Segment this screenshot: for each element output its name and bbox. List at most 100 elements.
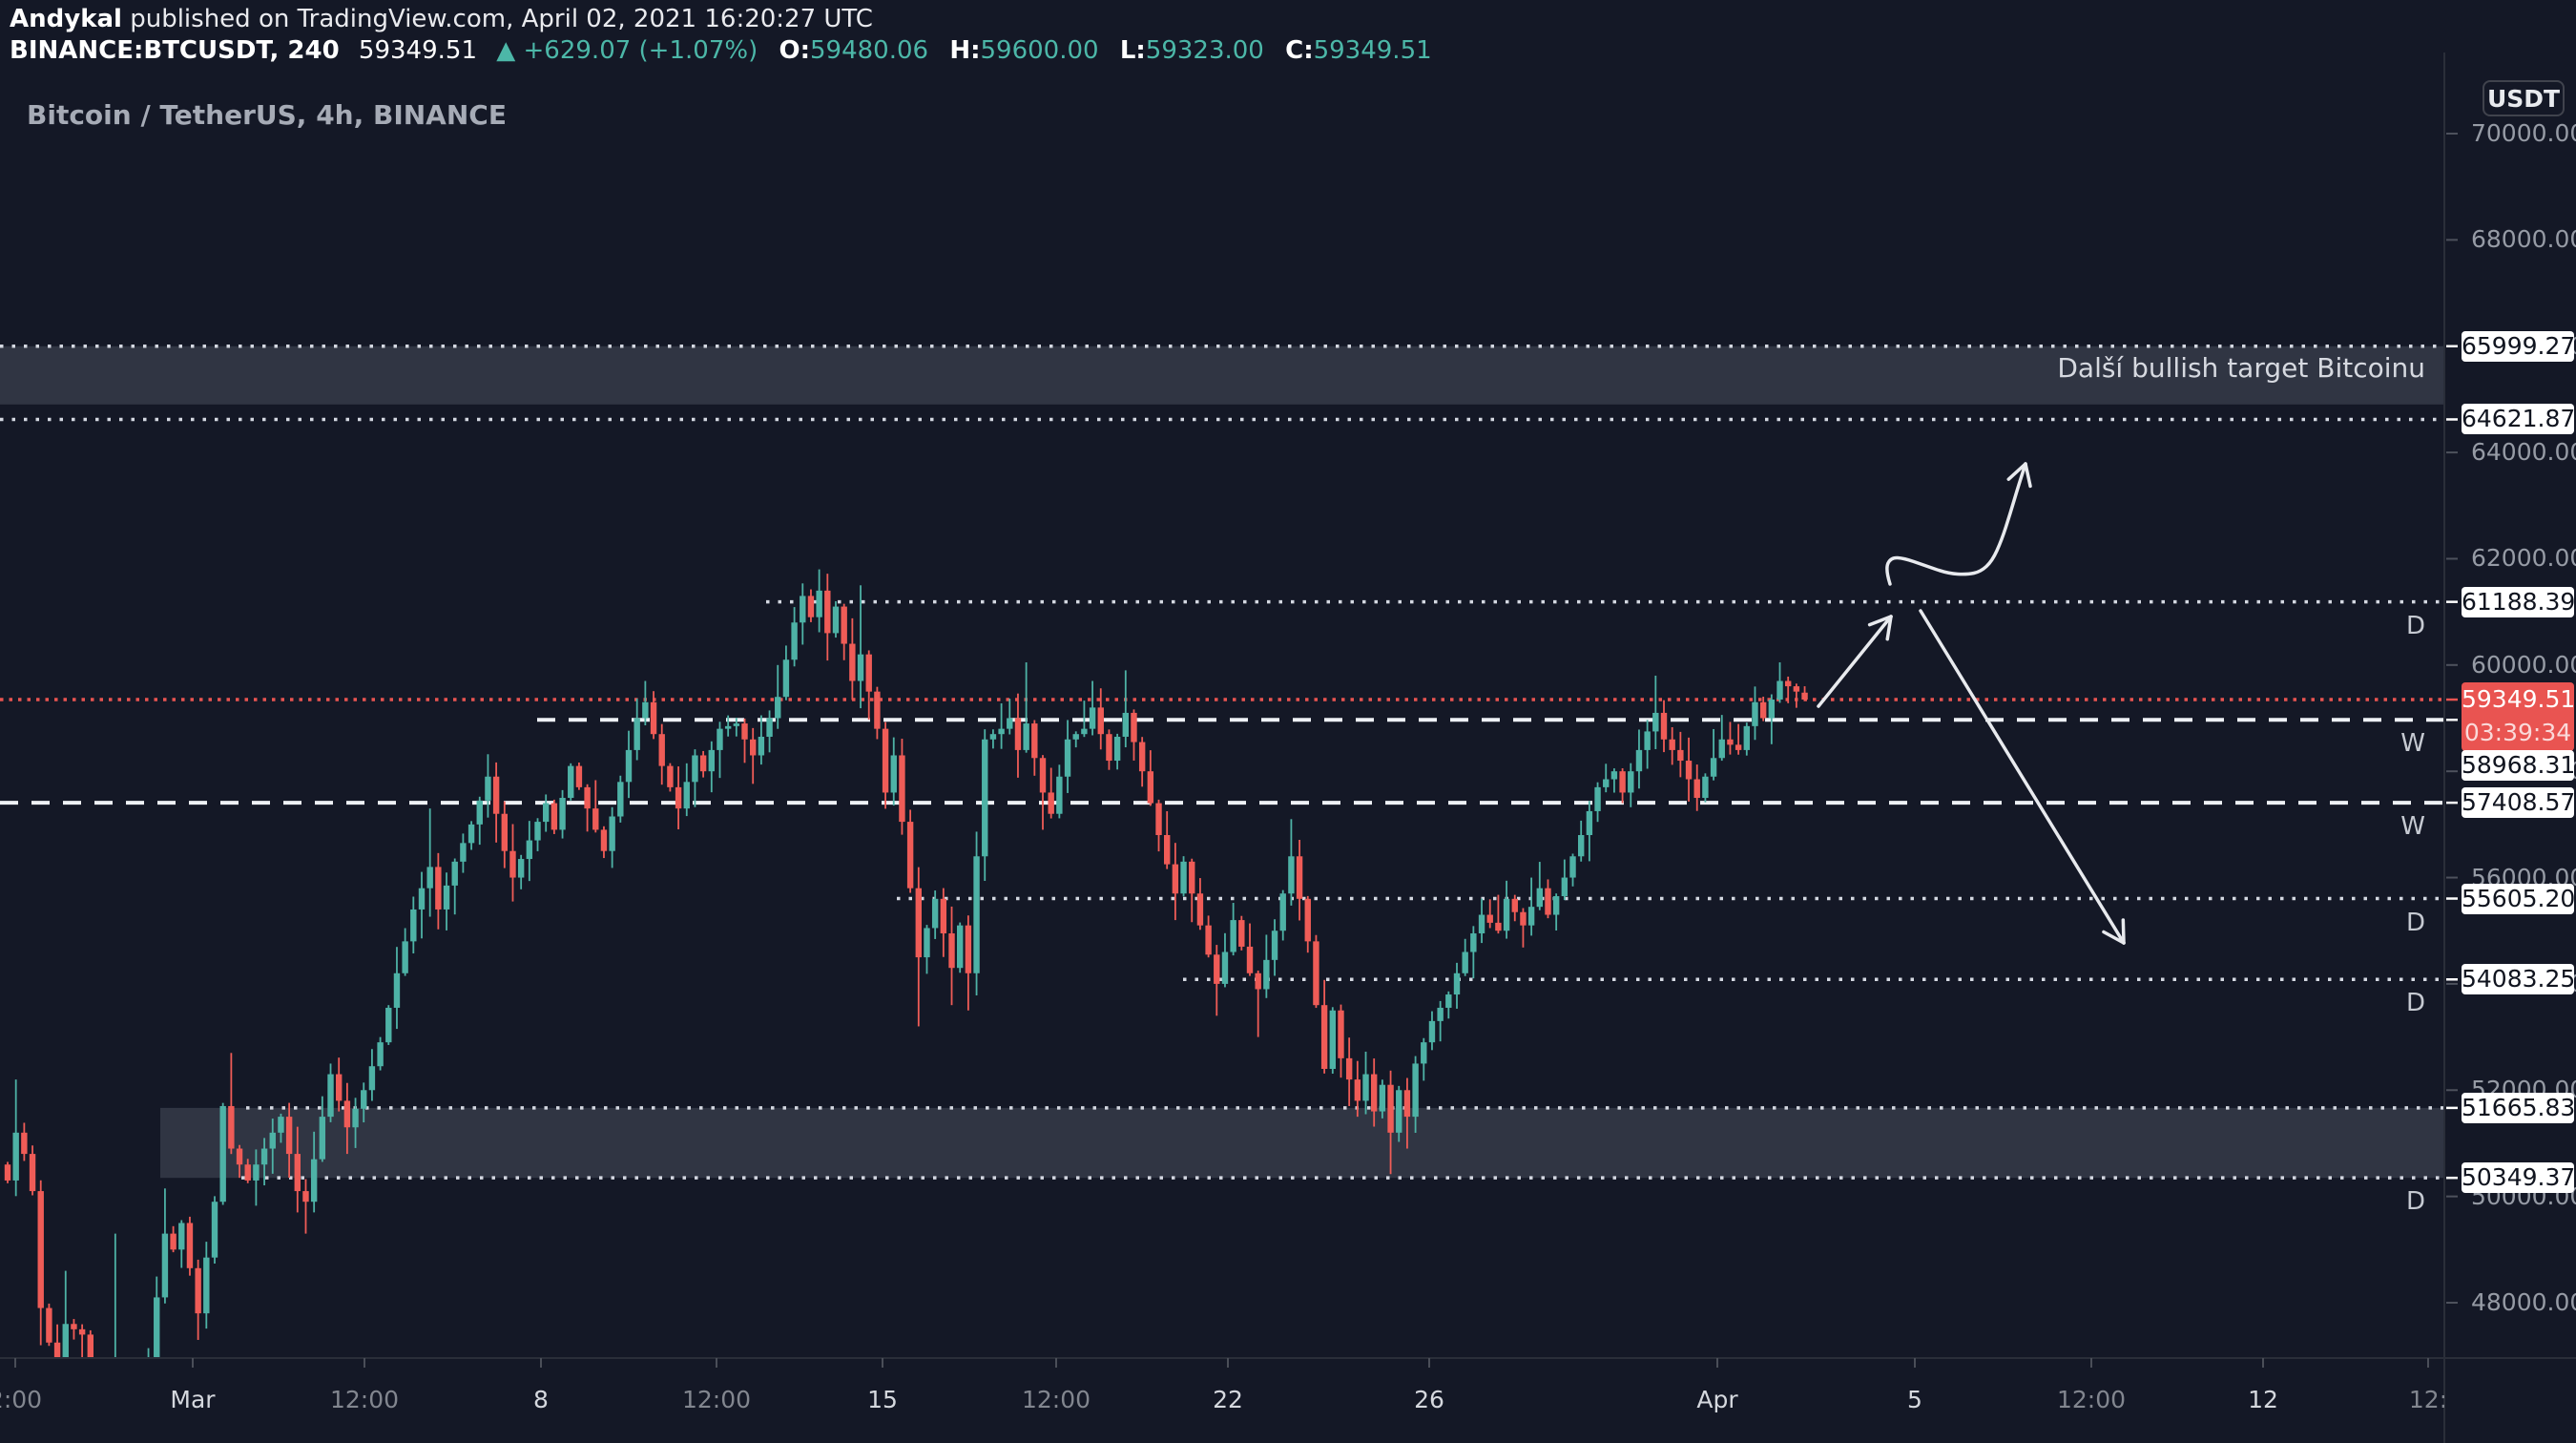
- candle-wick: [1729, 722, 1732, 755]
- time-axis-label: 12:: [2408, 1386, 2444, 1413]
- candle-body: [170, 1233, 177, 1250]
- candle-body: [1437, 1007, 1444, 1021]
- candle-body: [186, 1223, 194, 1268]
- publish-header: Andykal published on TradingView.com, Ap…: [10, 5, 873, 33]
- drawing-arrows: [1817, 462, 2126, 945]
- candle-body: [327, 1074, 334, 1118]
- candle-body: [361, 1090, 367, 1109]
- candle-body: [1205, 925, 1212, 955]
- candle-wick: [1439, 1000, 1442, 1042]
- chart-title: Bitcoin / TetherUS, 4h, BINANCE: [27, 99, 507, 131]
- arrow-up-to-resistance: [1817, 615, 1893, 708]
- pivot-period-letter: D: [2405, 611, 2425, 640]
- candle-body: [982, 739, 988, 857]
- candle-body: [1727, 739, 1734, 745]
- arrowhead-icon: [2121, 918, 2126, 945]
- candle-body: [1470, 933, 1477, 952]
- time-axis-label: 2:00: [0, 1386, 43, 1413]
- arrowhead-icon: [2006, 462, 2027, 481]
- candle-body: [1288, 856, 1295, 894]
- candle-body: [658, 734, 665, 766]
- candle-wick: [1257, 970, 1259, 1037]
- candle-body: [501, 813, 508, 851]
- time-axis-label: 12:00: [681, 1386, 752, 1413]
- candle-body: [1106, 734, 1112, 762]
- candle-wick: [1488, 899, 1491, 929]
- candle-body: [410, 909, 417, 942]
- candle-body: [1511, 898, 1518, 912]
- candle-body: [1710, 758, 1717, 777]
- candle-series: [4, 569, 1808, 1358]
- candle-body: [650, 701, 657, 735]
- candle-body: [1122, 712, 1129, 737]
- candle-body: [1445, 994, 1452, 1008]
- candle-body: [1478, 914, 1485, 934]
- candle-wick: [1737, 723, 1740, 755]
- candle-body: [1628, 771, 1634, 793]
- candle-body: [1453, 972, 1461, 995]
- candle-body: [260, 1148, 268, 1165]
- high-label: H:: [949, 36, 981, 65]
- candle-body: [750, 739, 757, 756]
- candle-body: [699, 755, 707, 772]
- candle-body: [517, 859, 525, 878]
- candle-body: [21, 1132, 28, 1155]
- up-triangle-icon: ▲: [496, 36, 516, 65]
- candle-body: [1304, 898, 1311, 942]
- candle-body: [154, 1297, 160, 1358]
- candle-body: [849, 643, 856, 681]
- candle-body: [1196, 893, 1204, 926]
- candle-body: [46, 1307, 52, 1343]
- candle-wick: [1083, 701, 1086, 738]
- candle-body: [278, 1117, 284, 1133]
- candle-body: [1345, 1057, 1353, 1080]
- author-name: Andykal: [10, 5, 122, 33]
- candle-body: [1296, 856, 1303, 899]
- candle-body: [600, 829, 608, 851]
- time-axis-label: Apr: [1696, 1386, 1738, 1413]
- low-value: 59323.00: [1145, 36, 1264, 65]
- candle-body: [733, 723, 740, 726]
- candle-body: [1520, 911, 1527, 926]
- candle-body: [708, 749, 715, 772]
- candle-wick: [1770, 694, 1773, 744]
- price-tick-label: 70000.00: [2471, 119, 2576, 147]
- candle-body: [1329, 1010, 1336, 1069]
- time-axis[interactable]: 2:00 Mar 12:00 8 12:00 15 12:00 22 26 Apr 5 12:00 12…: [0, 1359, 2444, 1443]
- candle-body: [451, 861, 458, 886]
- candle-body: [476, 800, 483, 825]
- candle-body: [253, 1164, 260, 1181]
- pivot-period-letter: D: [2405, 1187, 2425, 1217]
- candle-body: [195, 1267, 201, 1314]
- candle-body: [29, 1154, 36, 1192]
- candle-body: [236, 1148, 243, 1165]
- candle-body: [1428, 1020, 1436, 1043]
- candle-wick: [1530, 877, 1533, 936]
- candle-body: [940, 898, 947, 934]
- candle-body: [1503, 898, 1510, 931]
- candle-body: [592, 808, 599, 830]
- candle-body: [1793, 686, 1800, 692]
- candle-body: [543, 803, 550, 823]
- zone-band: [0, 345, 2444, 405]
- price-tick-label: 64000.00: [2471, 438, 2576, 467]
- currency-badge[interactable]: USDT: [2483, 80, 2565, 116]
- candle-body: [1785, 680, 1792, 687]
- candle-body: [899, 755, 905, 823]
- candle-body: [1669, 739, 1675, 750]
- candle-body: [526, 840, 533, 860]
- candle-body: [741, 723, 748, 740]
- candle-body: [1155, 803, 1162, 835]
- candle-body: [1495, 922, 1502, 931]
- candle-body: [1752, 701, 1758, 726]
- candle-body: [1610, 771, 1618, 780]
- candle-body: [874, 691, 881, 729]
- candle-body: [924, 928, 930, 958]
- candle-body: [1338, 1010, 1344, 1058]
- time-axis-label: 12: [2248, 1386, 2278, 1413]
- candle-body: [228, 1105, 235, 1149]
- candle-body: [492, 776, 500, 814]
- candle-body: [1039, 758, 1047, 793]
- high-value: 59600.00: [980, 36, 1099, 65]
